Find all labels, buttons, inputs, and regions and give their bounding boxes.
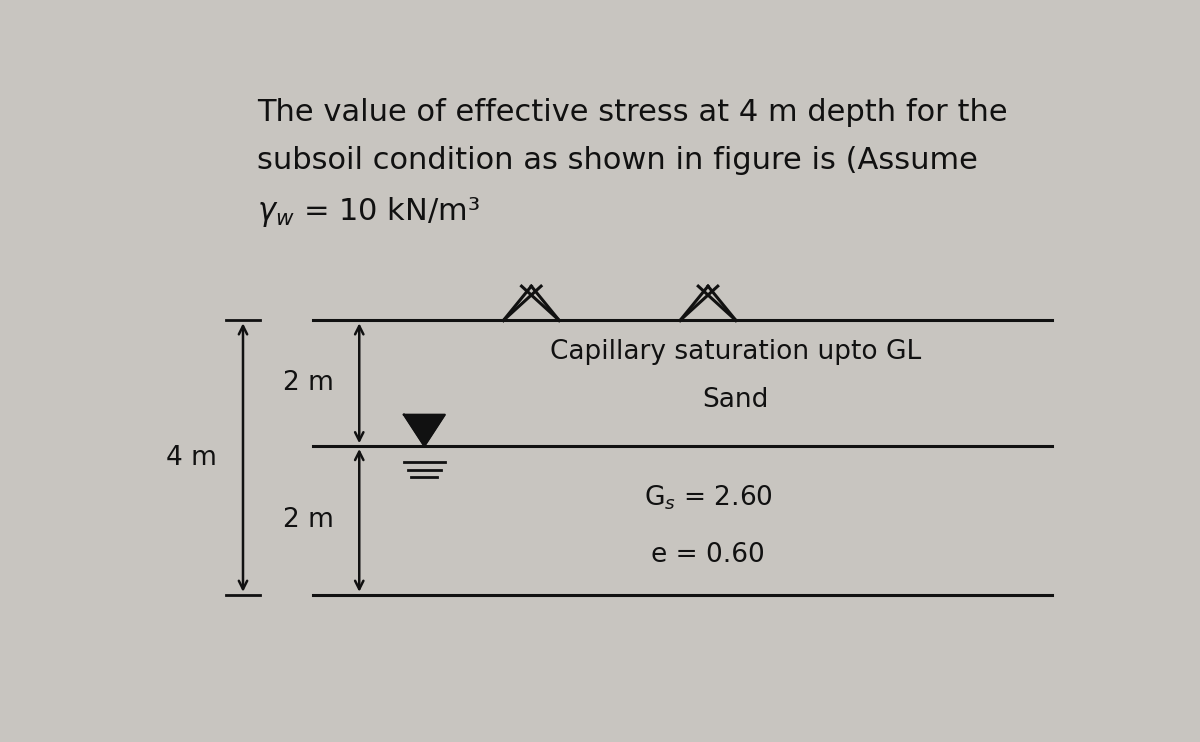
- Text: 2 m: 2 m: [283, 370, 334, 396]
- Text: 2 m: 2 m: [283, 508, 334, 533]
- Text: e = 0.60: e = 0.60: [652, 542, 764, 568]
- Text: subsoil condition as shown in figure is (Assume: subsoil condition as shown in figure is …: [257, 146, 978, 175]
- Text: Capillary saturation upto GL: Capillary saturation upto GL: [551, 339, 922, 365]
- Text: G$_s$ = 2.60: G$_s$ = 2.60: [643, 483, 773, 512]
- Text: Sand: Sand: [703, 387, 769, 413]
- Text: The value of effective stress at 4 m depth for the: The value of effective stress at 4 m dep…: [257, 98, 1008, 127]
- Text: 4 m: 4 m: [167, 444, 217, 470]
- Text: $\mathit{\gamma}_w$ = 10 kN/m³: $\mathit{\gamma}_w$ = 10 kN/m³: [257, 194, 480, 229]
- Polygon shape: [404, 415, 445, 446]
